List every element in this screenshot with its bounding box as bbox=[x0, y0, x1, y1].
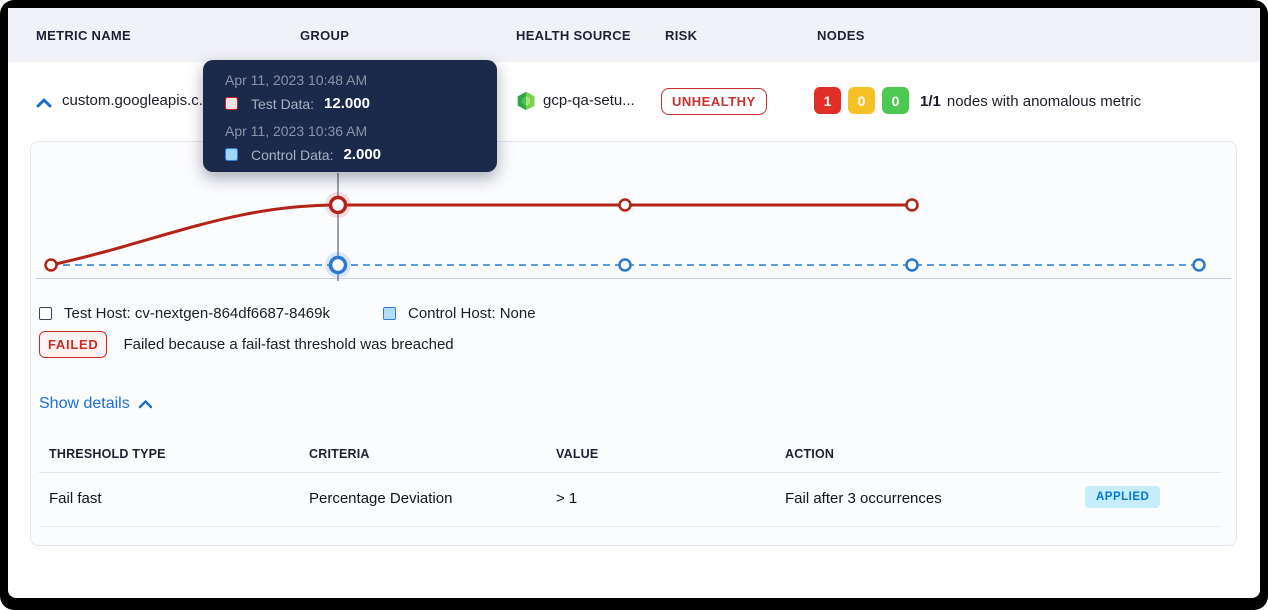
threshold-column-header-value: VALUE bbox=[556, 447, 599, 461]
show-details-link[interactable]: Show details bbox=[39, 395, 153, 413]
test-data-value: 12.000 bbox=[324, 95, 370, 112]
metric-name[interactable]: custom.googleapis.c... bbox=[62, 92, 212, 109]
control-data-timestamp: Apr 11, 2023 10:36 AM bbox=[225, 123, 368, 139]
threshold-value-cell: > 1 bbox=[556, 490, 578, 507]
threshold-type-cell: Fail fast bbox=[49, 490, 102, 507]
nodes-summary-text: nodes with anomalous metric bbox=[946, 93, 1142, 110]
metric-row: custom.googleapis.c... gcp-qa-setu... UN… bbox=[8, 62, 1260, 141]
control-host-label: Control Host: None bbox=[408, 304, 536, 322]
failure-reason-text: Failed because a fail-fast threshold was… bbox=[123, 336, 454, 353]
control-data-value: 2.000 bbox=[343, 146, 382, 163]
health-source-name[interactable]: gcp-qa-setu... bbox=[543, 92, 635, 109]
control-data-marker-icon bbox=[225, 148, 238, 161]
verification-status-row: FAILED Failed because a fail-fast thresh… bbox=[39, 331, 454, 358]
column-header-nodes: NODES bbox=[817, 28, 865, 43]
control-host-checkbox[interactable] bbox=[383, 306, 396, 320]
test-host-label: Test Host: cv-nextgen-864df6687-8469k bbox=[64, 304, 330, 322]
test-data-label: Test Data: bbox=[251, 95, 315, 112]
legend-control-host: Control Host: None bbox=[383, 304, 536, 322]
threshold-column-header-type: THRESHOLD TYPE bbox=[49, 447, 166, 461]
table-separator bbox=[39, 526, 1221, 527]
chart-hover-tooltip: Apr 11, 2023 10:48 AM Test Data: 12.000 … bbox=[203, 60, 497, 172]
threshold-column-header-action: ACTION bbox=[785, 447, 835, 461]
gcp-health-source-icon bbox=[517, 91, 535, 111]
test-host-checkbox[interactable] bbox=[39, 306, 52, 320]
column-header-health-source: HEALTH SOURCE bbox=[516, 28, 631, 43]
risk-status-badge: UNHEALTHY bbox=[661, 88, 767, 115]
collapse-row-chevron-icon[interactable] bbox=[36, 97, 52, 109]
table-separator bbox=[39, 472, 1221, 473]
control-data-row: Control Data: 2.000 bbox=[225, 144, 497, 165]
test-data-marker-icon bbox=[225, 97, 238, 110]
control-data-label: Control Data: bbox=[251, 146, 334, 163]
test-data-row: Test Data: 12.000 bbox=[225, 93, 497, 114]
failed-status-badge: FAILED bbox=[39, 331, 108, 358]
metric-detail-card: Test Host: cv-nextgen-864df6687-8469k Co… bbox=[30, 141, 1237, 546]
column-header-metric-name: METRIC NAME bbox=[36, 28, 132, 43]
applied-status-badge: APPLIED bbox=[1085, 486, 1161, 508]
test-data-timestamp: Apr 11, 2023 10:48 AM bbox=[225, 72, 368, 88]
column-header-group: GROUP bbox=[300, 28, 350, 43]
show-details-label: Show details bbox=[39, 395, 130, 412]
verification-chart[interactable] bbox=[31, 142, 1236, 294]
table-header-band: METRIC NAME GROUP HEALTH SOURCE RISK NOD… bbox=[8, 8, 1260, 62]
warning-nodes-count-badge: 0 bbox=[848, 87, 875, 114]
verification-page: METRIC NAME GROUP HEALTH SOURCE RISK NOD… bbox=[8, 8, 1260, 598]
anomalous-nodes-count-badge: 1 bbox=[814, 87, 841, 114]
healthy-nodes-count-badge: 0 bbox=[882, 87, 909, 114]
threshold-criteria-cell: Percentage Deviation bbox=[309, 490, 453, 507]
threshold-column-header-criteria: CRITERIA bbox=[309, 447, 370, 461]
nodes-summary-ratio: 1/1 bbox=[920, 93, 941, 110]
chevron-up-icon bbox=[138, 400, 152, 409]
nodes-summary: 1/1 nodes with anomalous metric bbox=[920, 93, 1141, 110]
threshold-action-cell: Fail after 3 occurrences bbox=[785, 490, 942, 507]
column-header-risk: RISK bbox=[665, 28, 698, 43]
legend-test-host: Test Host: cv-nextgen-864df6687-8469k bbox=[39, 304, 330, 322]
